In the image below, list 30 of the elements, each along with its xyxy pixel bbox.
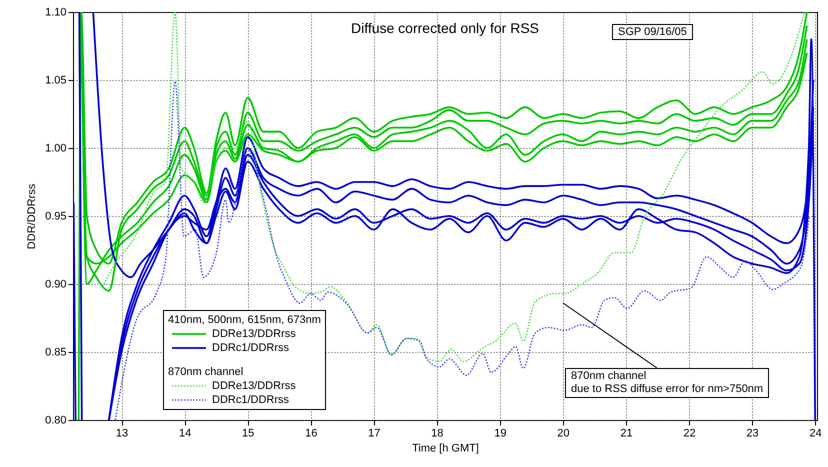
legend-label: DDRc1/DDRrss: [212, 341, 289, 355]
x-tick-label: 17: [368, 428, 380, 440]
x-tick-label: 14: [178, 428, 192, 440]
x-tick-label: 23: [746, 428, 759, 440]
legend-title: 410nm, 500nm, 615nm, 673nm: [168, 313, 321, 327]
y-tick-label: 0.85: [45, 346, 66, 358]
annotation: 870nm channel: [168, 365, 244, 379]
x-tick-label: 13: [116, 428, 128, 440]
legend-label: DDRe13/DDRrss: [212, 327, 296, 341]
x-axis-title: Time [h GMT]: [412, 442, 479, 454]
y-tick-label: 1.00: [45, 142, 66, 154]
legend-label: DDRe13/DDRrss: [212, 379, 296, 393]
y-tick-label: 1.05: [45, 74, 66, 86]
annotation: SGP 09/16/05: [612, 24, 693, 40]
text: Diffuse corrected only for RSS: [350, 20, 540, 36]
x-tick-label: 19: [494, 428, 506, 440]
x-tick-label: 16: [305, 428, 318, 440]
y-tick-label: 0.80: [45, 414, 66, 426]
y-tick-label: 1.10: [45, 6, 66, 18]
x-tick-label: 20: [557, 428, 570, 440]
x-tick-label: 15: [242, 428, 254, 440]
x-tick-label: 22: [683, 428, 696, 440]
legend-label: DDRc1/DDRrss: [212, 393, 289, 407]
x-tick-label: 18: [431, 428, 444, 440]
y-axis-title: DDR/DDRrss: [26, 183, 38, 250]
annotation: 870nm channel due to RSS diffuse error for nm>750nm: [565, 368, 770, 398]
x-tick-label: 24: [809, 428, 822, 440]
x-tick-label: 21: [620, 428, 633, 440]
y-tick-label: 0.95: [45, 210, 66, 222]
y-tick-label: 0.90: [45, 278, 66, 290]
